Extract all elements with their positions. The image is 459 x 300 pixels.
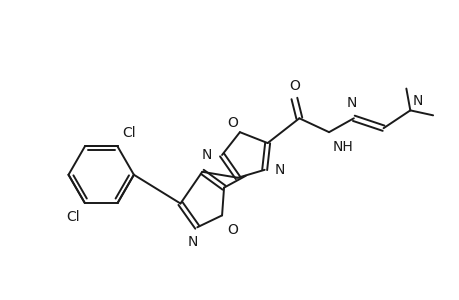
Text: O: O xyxy=(227,223,237,237)
Text: N: N xyxy=(346,96,356,110)
Text: N: N xyxy=(202,148,212,162)
Text: N: N xyxy=(411,94,422,108)
Text: Cl: Cl xyxy=(122,126,136,140)
Text: N: N xyxy=(274,163,284,177)
Text: NH: NH xyxy=(332,140,353,154)
Text: O: O xyxy=(288,79,299,92)
Text: O: O xyxy=(227,116,237,130)
Text: N: N xyxy=(187,235,197,249)
Text: Cl: Cl xyxy=(66,210,80,224)
